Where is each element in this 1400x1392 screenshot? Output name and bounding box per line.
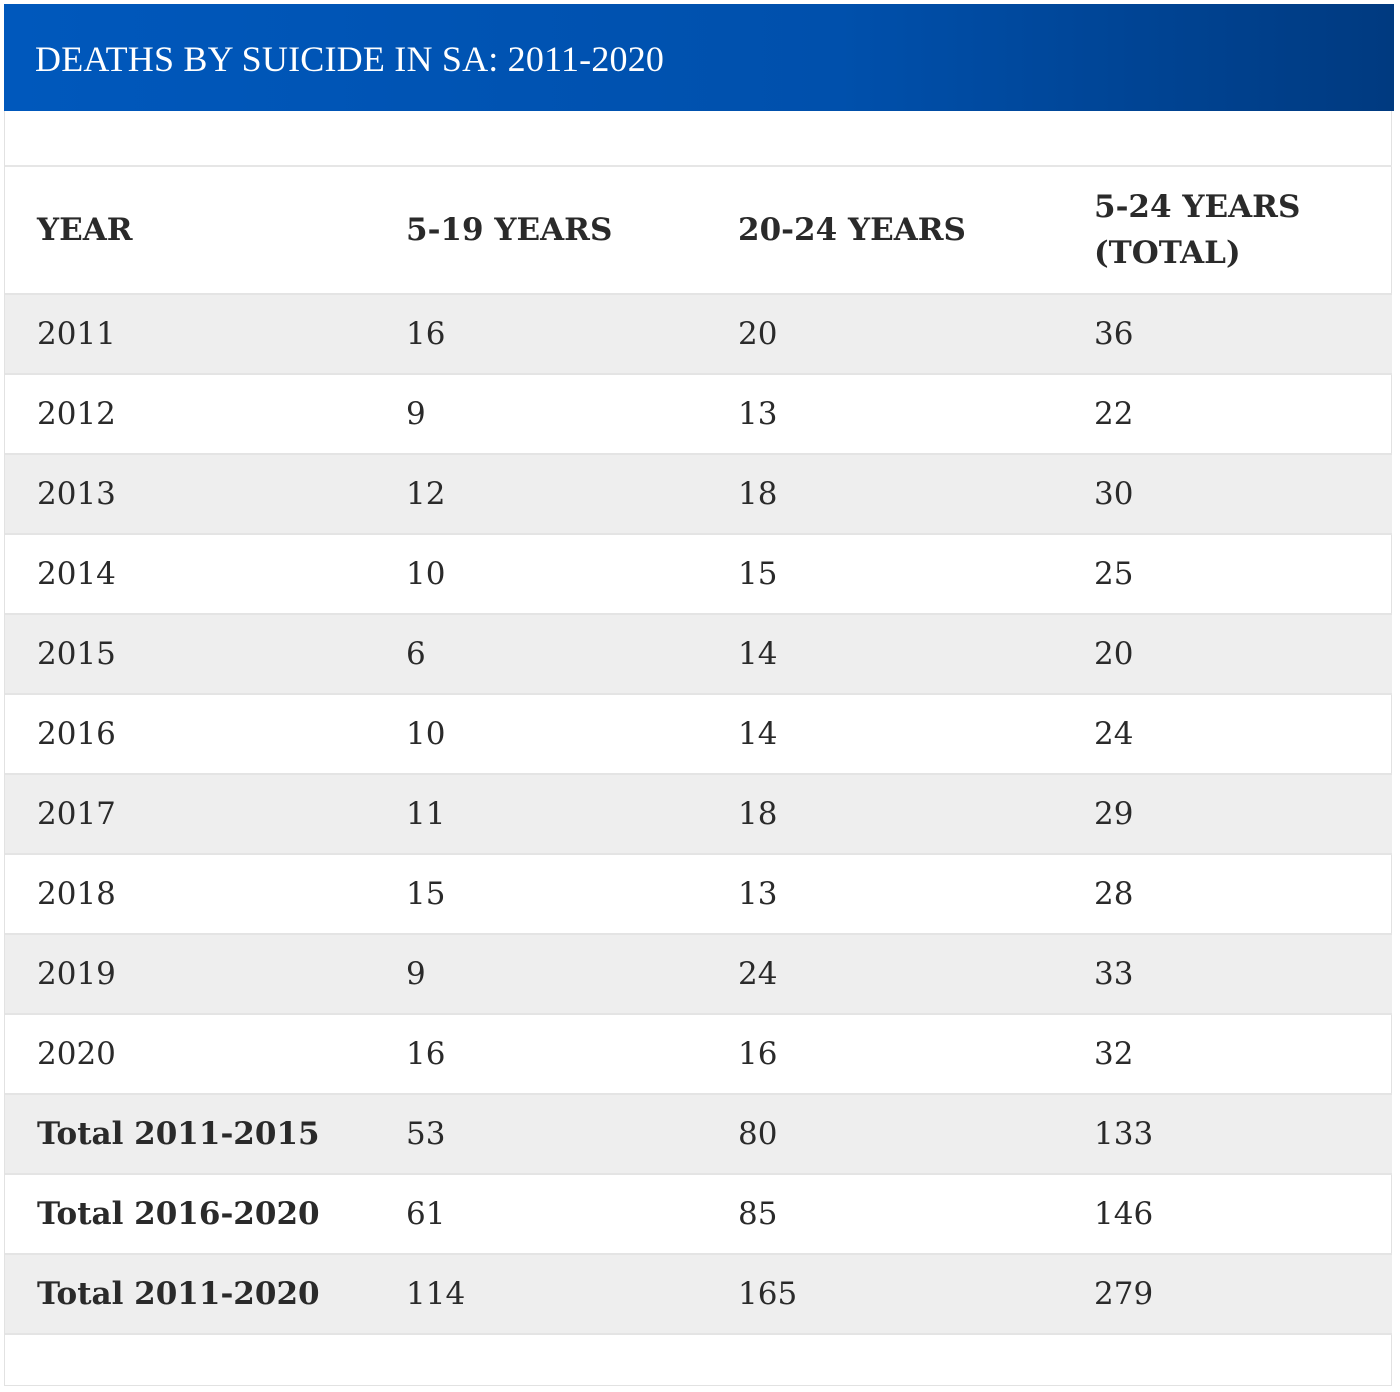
table-title: DEATHS BY SUICIDE IN SA: 2011-2020 [35,39,665,79]
column-header-total: 5-24 YEARS (TOTAL) [1094,189,1301,271]
cell-total: 32 [1062,1013,1392,1094]
cell-age-5-19: 11 [374,773,706,854]
cell-total: 20 [1062,613,1392,694]
cell-year: 2015 [5,613,374,694]
table-row: 2020 16 16 32 [5,1013,1392,1094]
cell-year: 2017 [5,773,374,854]
table-row: 2011 16 20 36 [5,293,1392,374]
table-row: Total 2011-2015 53 80 133 [5,1093,1392,1174]
cell-age-20-24: 18 [706,773,1062,854]
table-row: 2018 15 13 28 [5,853,1392,934]
table-row: 2019 9 24 33 [5,933,1392,1014]
cell-year: 2013 [5,453,374,534]
table-row: 2017 11 18 29 [5,773,1392,854]
cell-year: 2012 [5,373,374,454]
cell-age-5-19: 6 [374,613,706,694]
cell-total: 30 [1062,453,1392,534]
cell-age-5-19: 9 [374,373,706,454]
cell-year: Total 2016-2020 [5,1173,374,1254]
cell-age-5-19: 15 [374,853,706,934]
cell-total: 36 [1062,293,1392,374]
table-row: 2015 6 14 20 [5,613,1392,694]
cell-total: 24 [1062,693,1392,774]
column-header-20-24: 20-24 YEARS [738,212,966,248]
cell-age-5-19: 16 [374,293,706,374]
cell-age-20-24: 14 [706,613,1062,694]
table-row: 2013 12 18 30 [5,453,1392,534]
table-row: Total 2011-2020 114 165 279 [5,1253,1392,1335]
table-row: 2012 9 13 22 [5,373,1392,454]
table-row: Total 2016-2020 61 85 146 [5,1173,1392,1254]
cell-age-20-24: 85 [706,1173,1062,1254]
cell-age-20-24: 165 [706,1253,1062,1335]
cell-total: 279 [1062,1253,1392,1335]
column-header-year: YEAR [37,212,133,248]
table-row: 2014 10 15 25 [5,533,1392,614]
cell-year: 2020 [5,1013,374,1094]
cell-year: Total 2011-2015 [5,1093,374,1174]
cell-age-5-19: 61 [374,1173,706,1254]
cell-age-20-24: 13 [706,373,1062,454]
header-row: YEAR 5-19 YEARS 20-24 YEARS 5-24 YEARS (… [5,167,1392,294]
cell-age-20-24: 15 [706,533,1062,614]
cell-year: 2014 [5,533,374,614]
cell-age-20-24: 24 [706,933,1062,1014]
cell-year: Total 2011-2020 [5,1253,374,1335]
data-table: YEAR 5-19 YEARS 20-24 YEARS 5-24 YEARS (… [5,167,1392,1335]
cell-total: 29 [1062,773,1392,854]
cell-year: 2018 [5,853,374,934]
cell-age-5-19: 10 [374,693,706,774]
cell-age-5-19: 12 [374,453,706,534]
cell-total: 133 [1062,1093,1392,1174]
column-header-5-19: 5-19 YEARS [406,212,613,248]
cell-age-5-19: 9 [374,933,706,1014]
spacer-row [5,111,1392,167]
cell-age-5-19: 53 [374,1093,706,1174]
cell-year: 2019 [5,933,374,1014]
cell-age-20-24: 16 [706,1013,1062,1094]
cell-total: 33 [1062,933,1392,1014]
cell-age-20-24: 13 [706,853,1062,934]
cell-age-20-24: 80 [706,1093,1062,1174]
cell-age-20-24: 20 [706,293,1062,374]
cell-age-20-24: 18 [706,453,1062,534]
cell-age-5-19: 10 [374,533,706,614]
cell-age-5-19: 114 [374,1253,706,1335]
title-banner: DEATHS BY SUICIDE IN SA: 2011-2020 [4,4,1394,111]
cell-age-5-19: 16 [374,1013,706,1094]
cell-total: 28 [1062,853,1392,934]
cell-total: 146 [1062,1173,1392,1254]
cell-total: 22 [1062,373,1392,454]
cell-year: 2011 [5,293,374,374]
cell-total: 25 [1062,533,1392,614]
cell-age-20-24: 14 [706,693,1062,774]
cell-year: 2016 [5,693,374,774]
table-row: 2016 10 14 24 [5,693,1392,774]
